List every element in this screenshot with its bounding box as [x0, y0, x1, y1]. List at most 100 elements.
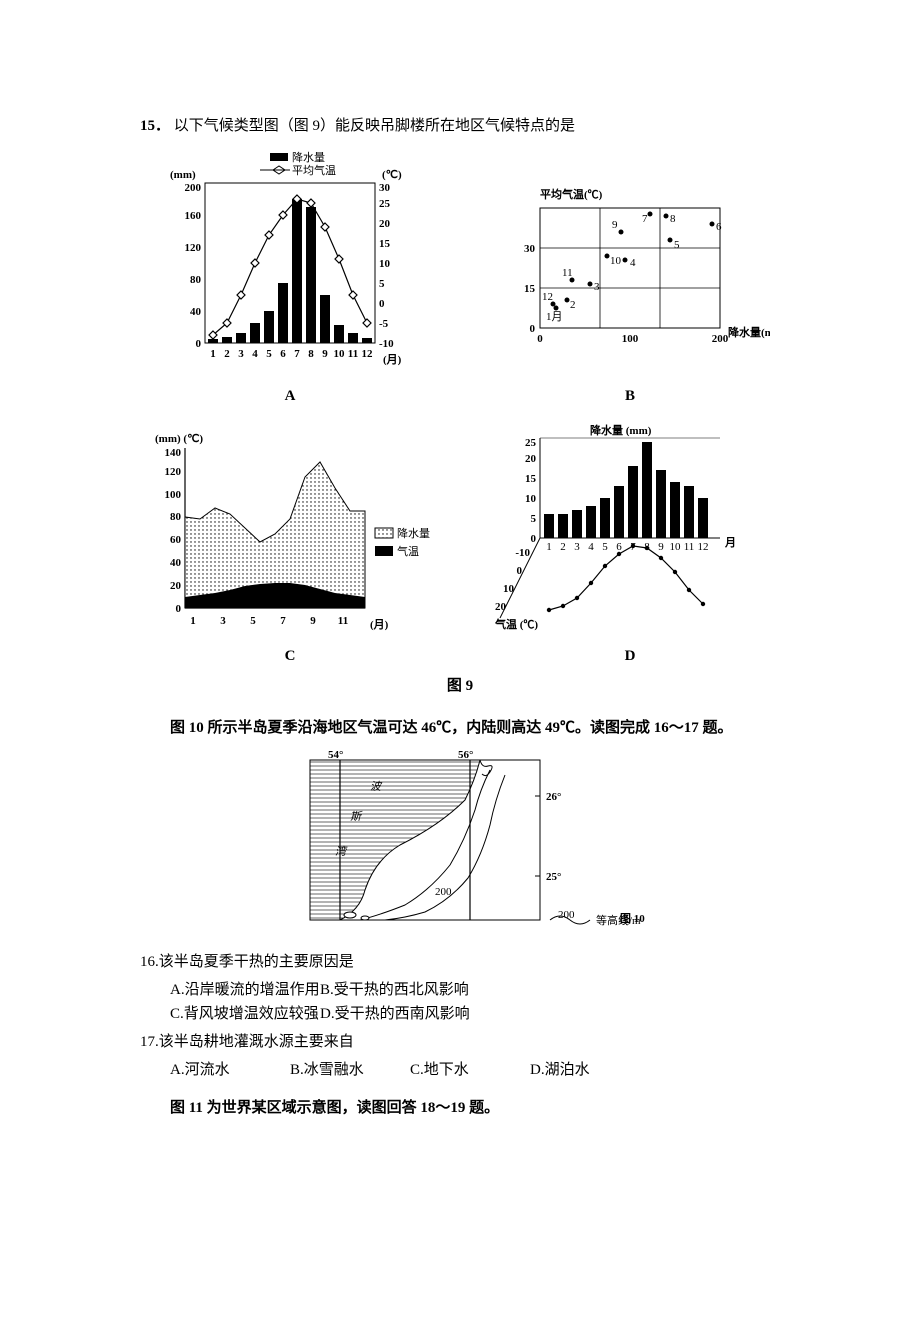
- chart-b-label: B: [480, 384, 780, 408]
- svg-text:(月): (月): [383, 353, 402, 366]
- svg-text:200: 200: [185, 182, 202, 194]
- svg-text:1: 1: [190, 615, 196, 627]
- svg-text:25: 25: [379, 198, 391, 210]
- svg-text:6: 6: [616, 541, 622, 553]
- svg-text:2: 2: [560, 541, 566, 553]
- chart-c-label: C: [140, 644, 440, 668]
- chart-d: 降水量 (mm) 0510 152025: [480, 418, 780, 638]
- svg-text:6: 6: [280, 348, 286, 360]
- fig11-intro: 图 11 为世界某区域示意图，读图回答 18～19 题。: [140, 1096, 780, 1120]
- svg-text:图 10: 图 10: [620, 912, 645, 925]
- fig10-wrap: 54° 56° 26° 25° 波 斯 湾 200 200 等高线/m 图 10: [140, 750, 780, 940]
- svg-text:7: 7: [642, 213, 648, 225]
- question-17: 17.该半岛耕地灌溉水源主要来自: [140, 1030, 780, 1054]
- svg-text:0: 0: [379, 298, 385, 310]
- svg-text:80: 80: [190, 274, 202, 286]
- svg-text:1: 1: [546, 541, 552, 553]
- svg-text:200: 200: [435, 886, 452, 898]
- svg-text:10: 10: [670, 541, 682, 553]
- svg-text:7: 7: [294, 348, 300, 360]
- svg-text:2: 2: [224, 348, 230, 360]
- svg-text:11: 11: [562, 267, 573, 279]
- svg-text:10: 10: [379, 258, 391, 270]
- svg-text:12: 12: [698, 541, 709, 553]
- svg-text:-5: -5: [379, 318, 389, 330]
- svg-text:20: 20: [379, 218, 391, 230]
- figure-row-1: 降水量 平均气温 (mm) (℃) 04080 120160200 -10-50…: [140, 148, 780, 408]
- svg-text:0: 0: [530, 323, 536, 335]
- figure-row-2: (mm) (℃) 02040 6080100 120140 135: [140, 418, 780, 668]
- svg-text:5: 5: [531, 513, 537, 525]
- svg-text:10: 10: [610, 255, 622, 267]
- q16-options: A.沿岸暖流的增温作用 B.受干热的西北风影响: [170, 978, 780, 1002]
- svg-text:-10: -10: [379, 338, 394, 350]
- q16-opt-c: C.背风坡增温效应较强: [170, 1002, 320, 1026]
- svg-text:120: 120: [165, 466, 182, 478]
- svg-text:20: 20: [495, 601, 507, 613]
- fig10-intro: 图 10 所示半岛夏季沿海地区气温可达 46℃，内陆则高达 49℃。读图完成 1…: [140, 716, 780, 740]
- svg-text:降水量(mm): 降水量(mm): [728, 325, 770, 339]
- q17-opt-c: C.地下水: [410, 1058, 530, 1082]
- svg-text:-10: -10: [515, 547, 530, 559]
- svg-text:26°: 26°: [546, 791, 561, 803]
- svg-text:3: 3: [594, 281, 600, 293]
- svg-text:1月: 1月: [546, 311, 563, 323]
- svg-text:100: 100: [165, 489, 182, 501]
- svg-text:(mm): (mm): [170, 169, 196, 181]
- svg-text:12: 12: [542, 291, 553, 303]
- svg-text:降水量: 降水量: [292, 150, 325, 164]
- chart-b: 平均气温(℃) 01530 0100200 降水量(mm): [490, 178, 770, 378]
- svg-text:54°: 54°: [328, 750, 343, 761]
- svg-text:7: 7: [280, 615, 286, 627]
- svg-text:56°: 56°: [458, 750, 473, 761]
- svg-text:平均气温: 平均气温: [292, 163, 336, 177]
- svg-text:8: 8: [308, 348, 314, 360]
- svg-text:120: 120: [185, 242, 202, 254]
- svg-text:5: 5: [379, 278, 385, 290]
- svg-text:9: 9: [658, 541, 664, 553]
- svg-text:月: 月: [724, 536, 736, 549]
- q16-options-2: C.背风坡增温效应较强 D.受干热的西南风影响: [170, 1002, 780, 1026]
- svg-text:1: 1: [210, 348, 216, 360]
- svg-text:0: 0: [196, 338, 202, 350]
- svg-text:降水量 (mm): 降水量 (mm): [590, 423, 652, 437]
- svg-text:80: 80: [170, 511, 182, 523]
- svg-text:40: 40: [190, 306, 202, 318]
- svg-text:降水量: 降水量: [397, 526, 430, 540]
- svg-text:(℃): (℃): [382, 169, 402, 181]
- svg-text:10: 10: [525, 493, 537, 505]
- chart-a: 降水量 平均气温 (mm) (℃) 04080 120160200 -10-50…: [160, 148, 420, 378]
- svg-text:5: 5: [250, 615, 256, 627]
- q17-opt-a: A.河流水: [170, 1058, 290, 1082]
- svg-text:0: 0: [537, 333, 543, 345]
- svg-text:3: 3: [238, 348, 244, 360]
- svg-text:5: 5: [266, 348, 272, 360]
- svg-text:200: 200: [558, 909, 575, 921]
- svg-text:5: 5: [674, 239, 680, 251]
- question-15: 15． 以下气候类型图（图 9）能反映吊脚楼所在地区气候特点的是: [140, 114, 780, 138]
- svg-text:160: 160: [185, 210, 202, 222]
- svg-text:4: 4: [252, 348, 258, 360]
- q17-number: 17.: [140, 1034, 159, 1050]
- svg-text:60: 60: [170, 534, 182, 546]
- q16-opt-d: D.受干热的西南风影响: [320, 1002, 470, 1026]
- svg-text:12: 12: [362, 348, 374, 360]
- q17-options: A.河流水 B.冰雪融水 C.地下水 D.湖泊水: [170, 1058, 780, 1082]
- svg-text:30: 30: [524, 243, 536, 255]
- svg-text:0: 0: [176, 603, 182, 615]
- svg-text:11: 11: [348, 348, 358, 360]
- svg-text:15: 15: [524, 283, 536, 295]
- q15-text: 以下气候类型图（图 9）能反映吊脚楼所在地区气候特点的是: [174, 118, 575, 134]
- q17-text: 该半岛耕地灌溉水源主要来自: [159, 1034, 354, 1050]
- svg-text:4: 4: [630, 257, 636, 269]
- svg-text:6: 6: [716, 221, 722, 233]
- svg-text:5: 5: [602, 541, 608, 553]
- svg-text:(月): (月): [370, 618, 389, 631]
- chart-d-label: D: [480, 644, 780, 668]
- svg-text:40: 40: [170, 557, 182, 569]
- svg-text:20: 20: [170, 580, 182, 592]
- svg-text:4: 4: [588, 541, 594, 553]
- svg-text:10: 10: [334, 348, 346, 360]
- svg-text:9: 9: [310, 615, 316, 627]
- svg-text:气温 (℃): 气温 (℃): [494, 617, 538, 631]
